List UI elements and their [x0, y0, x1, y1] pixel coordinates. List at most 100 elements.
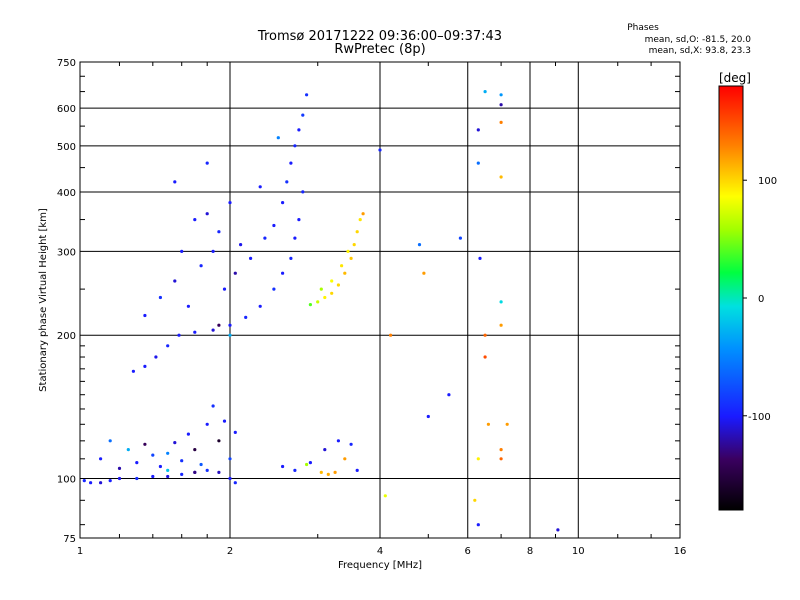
data-point	[166, 468, 170, 472]
data-point	[233, 481, 237, 485]
colorbar-tick-label: 0	[758, 294, 764, 305]
x-tick-labels: 1 2 4 6 8 10 16	[77, 546, 687, 557]
data-point	[108, 479, 112, 483]
data-point	[166, 344, 170, 348]
data-point	[297, 218, 301, 222]
data-point	[499, 93, 503, 97]
phases-x-line: mean, sd,X: 93.8, 23.3	[649, 46, 751, 56]
data-point	[293, 144, 297, 148]
y-tick-label: 75	[63, 534, 76, 545]
colorbar-tick-label: -100	[748, 412, 771, 423]
data-point	[333, 470, 337, 474]
data-point	[233, 271, 237, 275]
data-point	[217, 230, 221, 234]
data-point	[308, 303, 312, 307]
data-point	[199, 462, 203, 467]
data-point	[336, 439, 340, 443]
data-point	[135, 476, 139, 481]
data-point	[244, 315, 248, 319]
data-point	[263, 236, 267, 240]
data-point	[330, 291, 334, 295]
scatter-points	[82, 90, 560, 532]
data-point	[349, 256, 353, 260]
data-point	[352, 243, 356, 247]
phases-heading: Phases	[627, 23, 659, 33]
data-point	[211, 249, 215, 253]
data-point	[89, 481, 93, 485]
data-point	[422, 271, 426, 275]
data-point	[330, 279, 334, 283]
data-point	[355, 468, 359, 472]
y-tick-label: 400	[57, 188, 76, 199]
data-point	[355, 230, 359, 234]
data-point	[217, 470, 221, 474]
y-tick-label: 750	[57, 58, 76, 69]
data-point	[193, 448, 197, 452]
data-point	[301, 113, 305, 117]
data-point	[272, 287, 276, 291]
data-point	[343, 457, 347, 461]
data-point	[205, 422, 209, 426]
gridlines	[80, 62, 680, 538]
colorbar-tick-label: 100	[758, 176, 777, 187]
data-point	[272, 223, 276, 228]
data-point	[499, 448, 503, 452]
data-point	[343, 271, 347, 275]
data-point	[476, 523, 480, 527]
data-point	[222, 419, 227, 423]
colorbar	[718, 85, 744, 511]
data-point	[258, 185, 262, 189]
data-point	[476, 457, 480, 461]
data-point	[173, 279, 177, 283]
data-point	[281, 464, 285, 469]
data-point	[180, 459, 184, 463]
data-point	[222, 287, 227, 291]
data-point	[499, 103, 503, 107]
data-point	[177, 333, 181, 337]
data-point	[308, 461, 312, 465]
data-point	[417, 243, 422, 247]
data-point	[186, 304, 190, 308]
data-point	[316, 300, 320, 304]
data-point	[389, 333, 393, 337]
data-point	[154, 355, 158, 359]
data-point	[205, 468, 209, 472]
data-point	[458, 236, 462, 240]
data-point	[289, 161, 293, 165]
colorbar-ticks: 100 0 -100	[743, 176, 777, 423]
data-point	[239, 243, 243, 247]
data-point	[180, 249, 184, 253]
data-point	[117, 476, 122, 481]
chart-subtitle: RwPretec (8p)	[334, 42, 425, 57]
data-point	[228, 201, 232, 205]
x-tick-label: 2	[227, 546, 233, 557]
y-tick-labels: 75 100 200 300 400 500 600 750	[57, 58, 76, 545]
data-point	[173, 441, 177, 445]
data-point	[478, 256, 482, 260]
y-tick-label: 500	[57, 142, 76, 153]
data-point	[499, 323, 503, 327]
data-point	[289, 256, 293, 260]
data-point	[505, 422, 509, 426]
data-point	[158, 464, 162, 469]
data-point	[293, 236, 297, 240]
data-point	[297, 128, 301, 132]
phases-o-line: mean, sd,O: -81.5, 20.0	[645, 35, 752, 45]
data-point	[131, 369, 135, 373]
data-point	[99, 481, 103, 485]
data-point	[319, 470, 323, 474]
x-tick-label: 16	[674, 546, 687, 557]
data-point	[143, 442, 147, 446]
data-point	[473, 498, 477, 502]
data-point	[293, 468, 297, 472]
data-point	[346, 249, 350, 253]
y-tick-label: 100	[57, 475, 76, 486]
data-point	[151, 453, 155, 457]
y-tick-label: 300	[57, 247, 76, 258]
data-point	[193, 330, 197, 334]
data-point	[228, 323, 232, 327]
x-tick-label: 8	[527, 546, 533, 557]
y-tick-label: 600	[57, 104, 76, 115]
data-point	[173, 180, 177, 184]
